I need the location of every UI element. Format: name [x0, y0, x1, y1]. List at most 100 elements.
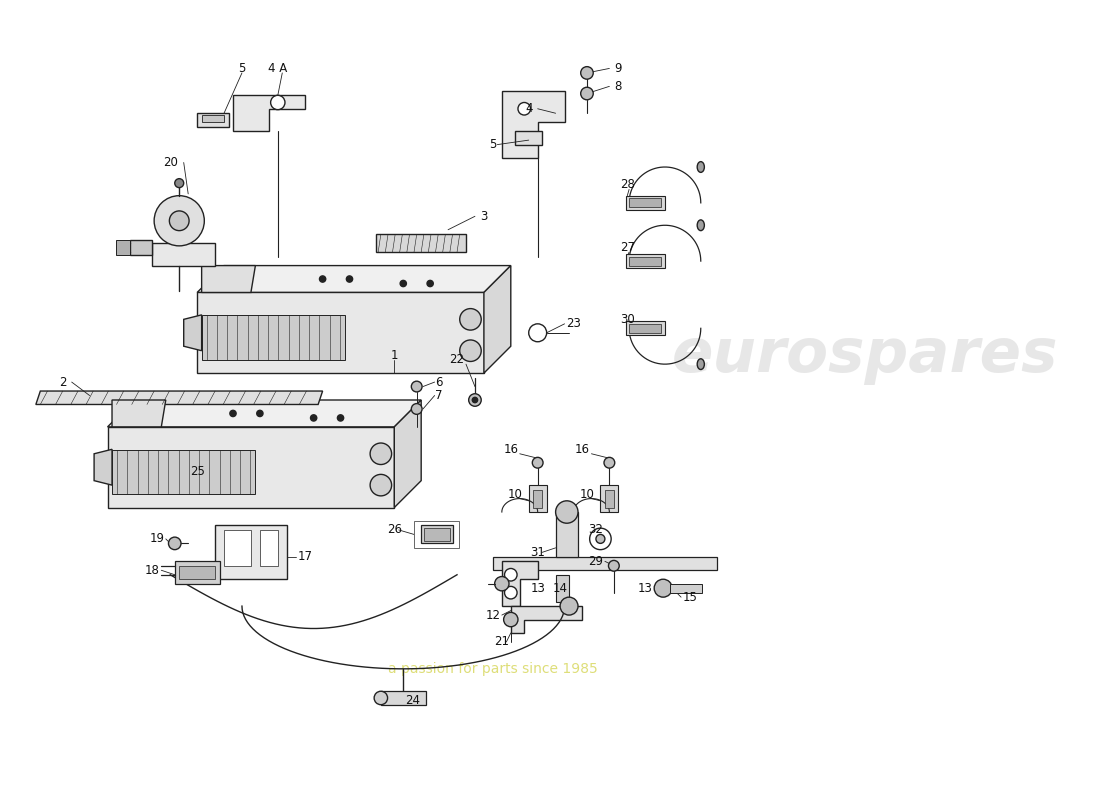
Polygon shape: [201, 266, 255, 293]
Bar: [175, 562, 220, 584]
Text: 1: 1: [390, 349, 398, 362]
Bar: [605, 490, 614, 507]
Circle shape: [518, 102, 530, 115]
Polygon shape: [197, 293, 484, 373]
Circle shape: [505, 586, 517, 599]
Polygon shape: [108, 400, 421, 427]
Bar: [529, 485, 547, 512]
Text: 16: 16: [575, 442, 590, 456]
Circle shape: [505, 569, 517, 581]
Text: 7: 7: [436, 389, 443, 402]
Bar: [626, 321, 664, 335]
Polygon shape: [484, 266, 510, 373]
Text: 18: 18: [145, 564, 160, 577]
Bar: [117, 239, 130, 255]
Text: 28: 28: [620, 178, 635, 191]
Text: 14: 14: [552, 582, 568, 594]
Polygon shape: [394, 400, 421, 507]
Circle shape: [400, 280, 406, 286]
Circle shape: [604, 458, 615, 468]
Text: 13: 13: [530, 582, 546, 594]
Circle shape: [529, 324, 547, 342]
Polygon shape: [95, 450, 112, 485]
Ellipse shape: [697, 220, 704, 230]
Text: 13: 13: [638, 582, 652, 594]
Circle shape: [175, 178, 184, 188]
Circle shape: [411, 403, 422, 414]
Circle shape: [374, 691, 387, 705]
Text: 27: 27: [619, 241, 635, 254]
Circle shape: [370, 443, 392, 465]
Text: 10: 10: [580, 487, 594, 501]
Circle shape: [168, 537, 182, 550]
Text: 6: 6: [436, 375, 443, 389]
Text: 30: 30: [620, 313, 635, 326]
Polygon shape: [502, 562, 538, 606]
Circle shape: [581, 87, 593, 100]
Circle shape: [532, 458, 543, 468]
Text: 31: 31: [530, 546, 546, 559]
Text: 16: 16: [504, 442, 518, 456]
Bar: [381, 691, 426, 705]
Bar: [493, 557, 717, 570]
Circle shape: [346, 276, 353, 282]
Text: 10: 10: [508, 487, 522, 501]
Polygon shape: [197, 266, 510, 293]
Bar: [670, 584, 702, 593]
Bar: [414, 521, 459, 548]
Circle shape: [469, 394, 481, 406]
Polygon shape: [376, 234, 466, 252]
Bar: [224, 530, 251, 566]
Circle shape: [370, 474, 392, 496]
Bar: [626, 196, 664, 210]
Circle shape: [169, 211, 189, 230]
Circle shape: [460, 340, 481, 362]
Circle shape: [319, 276, 326, 282]
Bar: [629, 324, 661, 333]
Circle shape: [271, 95, 285, 110]
Bar: [201, 115, 224, 122]
Text: 19: 19: [150, 533, 164, 546]
Text: 3: 3: [481, 210, 487, 222]
Polygon shape: [515, 131, 542, 145]
Polygon shape: [197, 114, 229, 126]
Circle shape: [460, 309, 481, 330]
Ellipse shape: [697, 358, 704, 370]
Bar: [201, 315, 345, 360]
Bar: [112, 450, 255, 494]
Bar: [601, 485, 618, 512]
Text: 17: 17: [297, 550, 312, 563]
Polygon shape: [216, 526, 287, 579]
Text: 5: 5: [490, 138, 496, 151]
Circle shape: [154, 196, 205, 246]
Text: 23: 23: [566, 318, 581, 330]
Polygon shape: [130, 241, 152, 255]
Bar: [179, 566, 216, 579]
Polygon shape: [502, 91, 564, 158]
Bar: [421, 526, 452, 543]
Bar: [556, 574, 569, 602]
Bar: [626, 254, 664, 268]
Text: 15: 15: [683, 590, 697, 604]
Bar: [534, 490, 542, 507]
Circle shape: [427, 280, 433, 286]
Bar: [424, 528, 450, 541]
Bar: [260, 530, 278, 566]
Circle shape: [495, 577, 509, 591]
Circle shape: [581, 66, 593, 79]
Bar: [556, 512, 578, 557]
Text: 8: 8: [615, 80, 622, 93]
Circle shape: [256, 410, 263, 417]
Text: 25: 25: [189, 465, 205, 478]
Circle shape: [230, 410, 236, 417]
Bar: [629, 257, 661, 266]
Polygon shape: [112, 400, 166, 427]
Circle shape: [560, 597, 578, 615]
Circle shape: [654, 579, 672, 597]
Circle shape: [608, 561, 619, 571]
Text: 4: 4: [525, 102, 532, 115]
Text: 5: 5: [239, 62, 245, 75]
Circle shape: [596, 534, 605, 543]
Text: eurospares: eurospares: [672, 326, 1058, 385]
Text: 2: 2: [59, 375, 66, 389]
